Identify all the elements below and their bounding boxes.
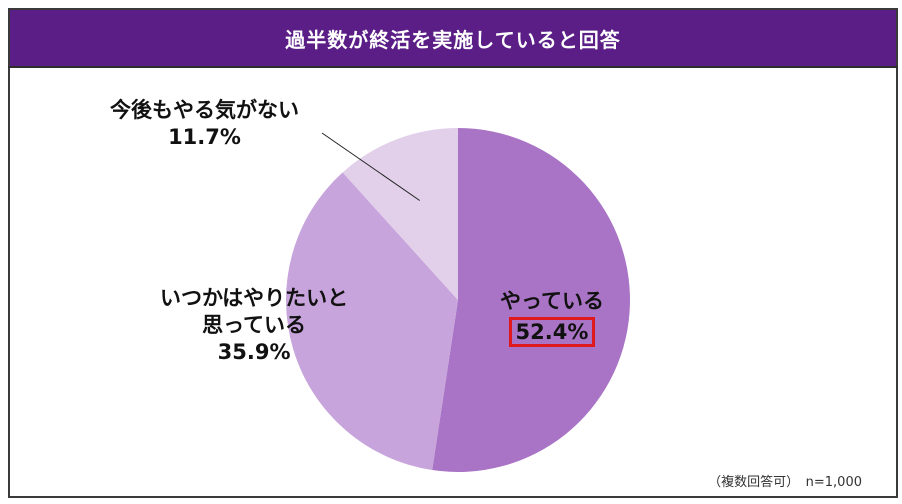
slice-label-someday: いつかはやりたいと 思っている 35.9% [160,285,348,366]
slice-label-doing: やっている 52.4% [500,288,604,347]
title-divider [8,66,898,68]
chart-title-bar: 過半数が終活を実施していると回答 [8,8,898,66]
slice-label-doing-text: やっている [500,289,604,313]
leader-line-never [321,132,420,201]
slice-value-doing: 52.4% [515,320,589,344]
pie-slice-doing [432,128,631,473]
slice-value-someday: 35.9% [217,340,291,364]
slice-value-never: 11.7% [168,125,241,149]
slice-label-someday-line1: いつかはやりたいと [160,286,349,310]
pie-slice-someday [286,172,458,471]
pie-slices [286,128,631,473]
chart-title: 過半数が終活を実施していると回答 [285,27,621,52]
slice-label-someday-line2: 思っている [202,313,307,337]
sample-note: （複数回答可） n=1,000 [708,475,862,490]
pie-slice-never [342,128,458,300]
slice-label-never-text: 今後もやる気がない [110,98,299,122]
slice-value-doing-highlight: 52.4% [508,317,596,347]
slice-label-never: 今後もやる気がない 11.7% [110,97,299,151]
